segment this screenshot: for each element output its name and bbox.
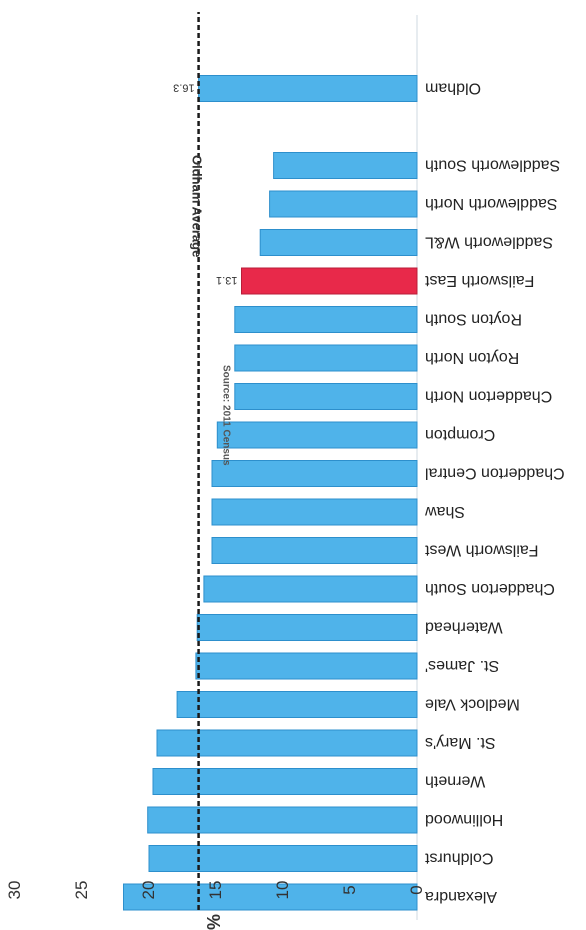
x-axis-ticks: 0 5 10 15 20 25 30% (5, 881, 426, 930)
bar-st-mary-s (156, 729, 418, 757)
chart-rotated-group: Alexandra Coldhurst Hollinwood Werneth St. M… (5, 12, 565, 930)
data-label: 16.3 (173, 82, 194, 94)
category-label: Saddleworth South (425, 157, 560, 174)
bar-hollinwood (147, 806, 418, 834)
bar-saddleworth-w-l (259, 229, 418, 256)
bar-werneth (152, 768, 418, 795)
category-label: Failsworth East (424, 272, 534, 289)
category-label: Coldhurst (424, 850, 493, 867)
category-label: Hollinwood (425, 811, 503, 828)
bar-oldham (198, 75, 418, 102)
category-label: Chadderton Central (425, 465, 565, 482)
x-tick-label: 5 (340, 885, 359, 894)
category-label: St. Mary's (425, 734, 496, 751)
category-label: Saddleworth W&L (425, 234, 553, 251)
x-tick-label: 20 (139, 881, 158, 900)
category-labels-layer: Alexandra Coldhurst Hollinwood Werneth St. M… (424, 80, 564, 906)
bar-coldhurst (148, 845, 418, 872)
bar-crompton (216, 421, 418, 449)
bar-alexandra (123, 883, 418, 911)
category-label: Medlock Vale (425, 696, 520, 713)
category-label: Shaw (425, 503, 465, 520)
legend-average-label: Oldham Average (190, 155, 205, 257)
category-label: Waterhead (425, 619, 503, 636)
category-label: Werneth (425, 773, 485, 790)
category-label: Oldham (425, 80, 481, 97)
x-tick-label: 10 (273, 881, 292, 900)
bar-failsworth-west (211, 537, 418, 564)
category-label: Alexandra (425, 888, 497, 905)
x-axis-title: % (204, 914, 224, 930)
bar-royton-north (234, 344, 418, 372)
category-label: Chadderton North (425, 388, 552, 405)
bar-chadderton-north (234, 383, 418, 410)
category-label: St. James' (425, 657, 499, 674)
x-tick-label: 25 (72, 881, 91, 900)
category-label: Royton North (425, 349, 519, 366)
bar-st-james (195, 652, 418, 680)
annotations-layer: 13.1 16.3 Oldham Average Source: 2011 Censu… (173, 82, 237, 467)
bar-medlock-vale (176, 691, 418, 718)
bar-royton-south (234, 306, 418, 333)
category-label: Saddleworth North (425, 195, 558, 212)
bar-shaw (211, 498, 418, 526)
bar-chadderton-south (203, 575, 418, 603)
bar-waterhead (196, 614, 418, 641)
category-label: Royton South (425, 311, 522, 328)
x-tick-label: 15 (206, 881, 225, 900)
bar-saddleworth-south (273, 152, 418, 179)
category-label: Crompton (425, 426, 495, 443)
data-label: 13.1 (216, 274, 237, 286)
bar-chadderton-central (211, 460, 418, 487)
bars-layer (123, 15, 418, 920)
category-label: Chadderton South (425, 580, 555, 597)
category-label: Failsworth West (424, 542, 538, 559)
bar-failsworth-east (241, 267, 418, 295)
x-tick-label: 30 (5, 881, 24, 900)
x-tick-label: 0 (407, 885, 426, 894)
source-note: Source: 2011 Census (220, 365, 231, 466)
bar-saddleworth-north (269, 190, 418, 218)
